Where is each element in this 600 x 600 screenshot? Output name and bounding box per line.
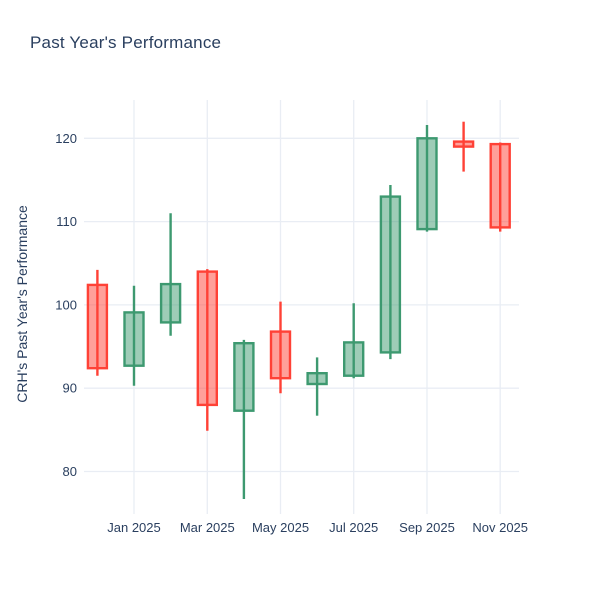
- candle-body: [269, 330, 292, 380]
- candle-body: [306, 372, 328, 386]
- y-axis-title: CRH's Past Year's Performance: [14, 205, 30, 403]
- x-tick-label-5: Nov 2025: [472, 520, 528, 535]
- candles-layer: [86, 121, 511, 499]
- candle-body: [489, 142, 511, 229]
- y-tick-label-110: 110: [56, 214, 77, 229]
- candle-dec-2024[interactable]: [86, 269, 109, 376]
- candle-body: [416, 137, 438, 231]
- candle-body: [343, 341, 365, 377]
- candle-nov-2025[interactable]: [489, 142, 511, 232]
- plot-area[interactable]: [84, 100, 519, 509]
- x-tick-label-4: Sep 2025: [399, 520, 455, 535]
- x-tick-label-3: Jul 2025: [329, 520, 378, 535]
- candle-oct-2025[interactable]: [452, 121, 475, 172]
- candle-body: [233, 342, 255, 412]
- x-tick-label-2: May 2025: [252, 520, 309, 535]
- candle-jun-2025[interactable]: [306, 357, 328, 416]
- y-tick-label-100: 100: [55, 297, 77, 312]
- candle-apr-2025[interactable]: [233, 339, 255, 499]
- chart-title: Past Year's Performance: [30, 33, 222, 52]
- candle-body: [379, 195, 402, 354]
- y-tick-label-80: 80: [63, 464, 77, 479]
- axis-layer: 80 90 100 110 120 Jan 2025 Mar 2025 May 2025 Jul…: [55, 131, 528, 535]
- candle-body: [159, 282, 182, 324]
- candle-body: [86, 283, 109, 370]
- y-tick-label-90: 90: [63, 381, 77, 396]
- candle-body: [452, 140, 475, 148]
- y-tick-label-120: 120: [55, 131, 77, 146]
- candle-body: [196, 270, 219, 407]
- x-tick-label-1: Mar 2025: [180, 520, 235, 535]
- candle-aug-2025[interactable]: [379, 185, 402, 360]
- candle-mar-2025[interactable]: [196, 269, 219, 431]
- candle-feb-2025[interactable]: [159, 213, 182, 336]
- candle-may-2025[interactable]: [269, 301, 292, 394]
- candle-sep-2025[interactable]: [416, 125, 438, 232]
- x-tick-label-0: Jan 2025: [107, 520, 161, 535]
- candle-body: [123, 311, 145, 367]
- candle-jul-2025[interactable]: [343, 303, 365, 379]
- candle-jan-2025[interactable]: [123, 285, 145, 386]
